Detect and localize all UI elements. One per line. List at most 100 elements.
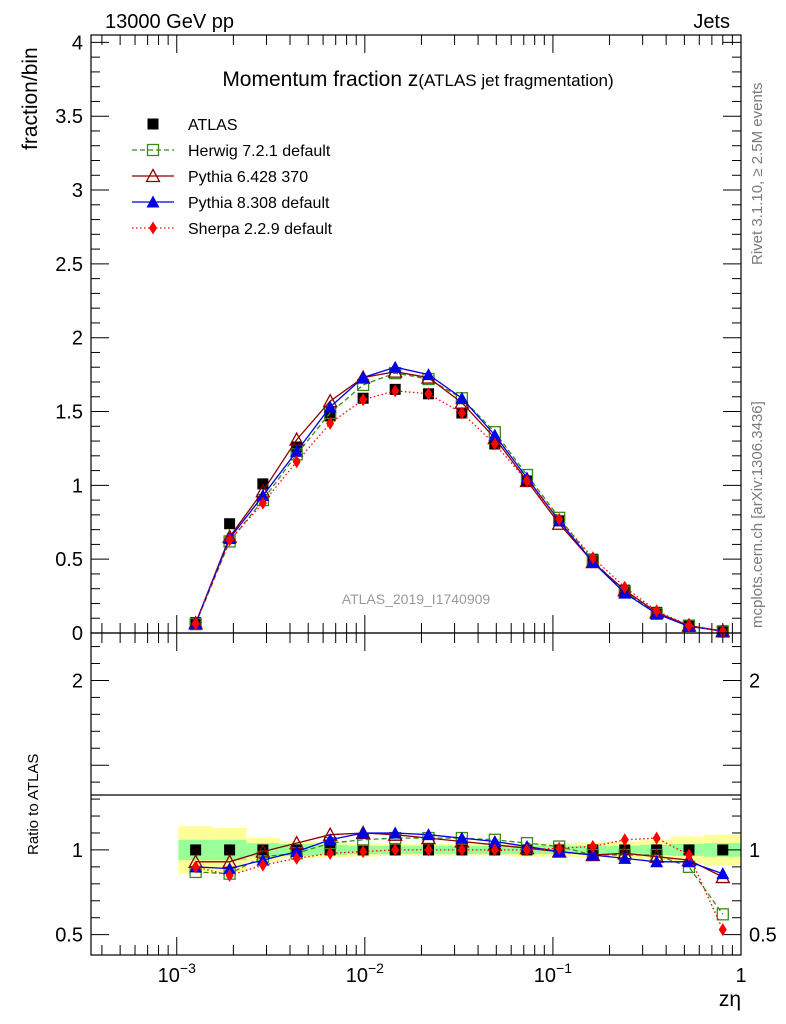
data-point-sherpa (225, 533, 234, 547)
data-point-sherpa (191, 617, 200, 631)
data-point-sherpa (457, 843, 466, 857)
x-tick-label-base: 10 (158, 965, 180, 987)
legend-label-herwig: Herwig 7.2.1 default (188, 143, 331, 160)
data-point-pythia8 (388, 826, 402, 839)
y-tick-label: 3.5 (55, 106, 83, 128)
data-point-pythia8 (488, 428, 502, 441)
data-point-atlas (717, 844, 729, 856)
data-point-sherpa (684, 619, 693, 633)
data-point-sherpa (457, 406, 466, 420)
data-point-atlas (224, 844, 236, 856)
data-point-pythia8 (223, 862, 237, 875)
x-tick-label: 10−3 (158, 960, 196, 987)
legend-item-atlas: ATLAS (147, 117, 238, 134)
legend-label-pythia8: Pythia 8.308 default (188, 195, 330, 212)
x-tick-label-base: 1 (735, 965, 746, 987)
y-tick-label: 1 (72, 475, 83, 497)
data-point-pythia8 (290, 845, 304, 858)
main-series (188, 360, 731, 639)
data-point-sherpa (326, 846, 335, 860)
data-point-sherpa (424, 387, 433, 401)
legend-marker-pythia6 (145, 168, 161, 183)
data-point-sherpa (522, 843, 531, 857)
legend-marker-pythia8 (146, 195, 160, 208)
data-point-pythia8 (388, 360, 402, 373)
legend-label-atlas: ATLAS (188, 117, 238, 134)
data-point-pythia8 (323, 400, 337, 413)
data-point-sherpa (191, 860, 200, 874)
legend-label-sherpa: Sherpa 2.2.9 default (188, 221, 333, 238)
data-point-atlas (190, 844, 202, 856)
data-point-atlas (324, 410, 336, 422)
chart-title: Momentum fraction z(ATLAS jet fragmentat… (222, 68, 613, 91)
data-point-sherpa (292, 455, 301, 469)
data-point-sherpa (718, 923, 727, 937)
data-point-pythia8 (356, 826, 370, 839)
x-tick-label-base: 10 (534, 965, 556, 987)
chart-title-main: Momentum fraction z (222, 68, 418, 91)
data-point-sherpa (652, 831, 661, 845)
data-point-sherpa (359, 845, 368, 859)
ratio-panel: 0.5 0.5 1 1 2 2 (55, 632, 777, 956)
data-point-sherpa (490, 437, 499, 451)
data-point-pythia8 (488, 834, 502, 847)
data-point-pythia8 (618, 851, 632, 864)
main-ylabel: fraction/bin (19, 47, 42, 150)
data-point-pythia8 (256, 489, 270, 502)
data-point-sherpa (225, 868, 234, 882)
data-point-pythia8 (455, 391, 469, 404)
x-tick-label-base: 10 (346, 965, 368, 987)
watermark: ATLAS_2019_I1740909 (342, 591, 491, 607)
data-point-sherpa (522, 474, 531, 488)
x-tick-label-exp: −1 (556, 960, 572, 976)
data-point-sherpa (258, 858, 267, 872)
legend-item-herwig: Herwig 7.2.1 default (132, 143, 331, 160)
y-tick-label: 4 (72, 32, 83, 54)
data-point-sherpa (718, 625, 727, 639)
data-point-pythia8 (421, 368, 435, 381)
x-tick-label: 10−2 (346, 960, 384, 987)
ratio-frame (90, 632, 742, 956)
data-point-pythia8 (323, 833, 337, 846)
ratio-y-tick-label-left: 1 (72, 840, 83, 862)
series-sherpa (191, 384, 727, 639)
data-point-pythia8 (356, 371, 370, 384)
data-point-sherpa (292, 851, 301, 865)
data-point-sherpa (555, 841, 564, 855)
mcplots-label: mcplots.cern.ch [arXiv:1306.3436] (749, 401, 766, 628)
ratio-y-tick-label-right: 2 (749, 670, 760, 692)
y-tick-label: 0 (72, 623, 83, 645)
energy-label: 13000 GeV pp (105, 11, 234, 33)
y-tick-label: 0.5 (55, 549, 83, 571)
data-point-pythia8 (716, 867, 730, 880)
data-point-sherpa (258, 496, 267, 510)
data-point-sherpa (391, 843, 400, 857)
series-sherpa (191, 831, 727, 937)
legend-marker-sherpa (149, 221, 157, 235)
data-point-atlas (224, 518, 236, 530)
data-point-sherpa (620, 833, 629, 847)
data-point-sherpa (588, 551, 597, 565)
x-tick-label-exp: −3 (180, 960, 196, 976)
data-point-sherpa (652, 604, 661, 618)
data-point-pythia8 (650, 855, 664, 868)
y-tick-label: 3 (72, 180, 83, 202)
data-point-pythia8 (290, 444, 304, 457)
y-tick-label: 2.5 (55, 254, 83, 276)
data-point-herwig (716, 908, 729, 921)
legend-label-pythia6: Pythia 6.428 370 (188, 169, 308, 186)
data-point-atlas (257, 844, 269, 856)
data-point-pythia8 (421, 828, 435, 841)
ratio-y-tick-label-left: 0.5 (55, 925, 83, 947)
legend-item-pythia6: Pythia 6.428 370 (132, 168, 308, 186)
data-point-sherpa (326, 416, 335, 430)
data-point-sherpa (391, 384, 400, 398)
y-tick-label: 1.5 (55, 402, 83, 424)
data-point-sherpa (588, 840, 597, 854)
x-tick-label: 10−1 (534, 960, 572, 987)
legend: ATLAS Herwig 7.2.1 default Pythia 6.428 … (132, 117, 333, 238)
x-tick-label-exp: −2 (368, 960, 384, 976)
x-tick-labels: 10−3 10−2 10−1 1 (158, 960, 747, 987)
data-point-pythia8 (455, 831, 469, 844)
